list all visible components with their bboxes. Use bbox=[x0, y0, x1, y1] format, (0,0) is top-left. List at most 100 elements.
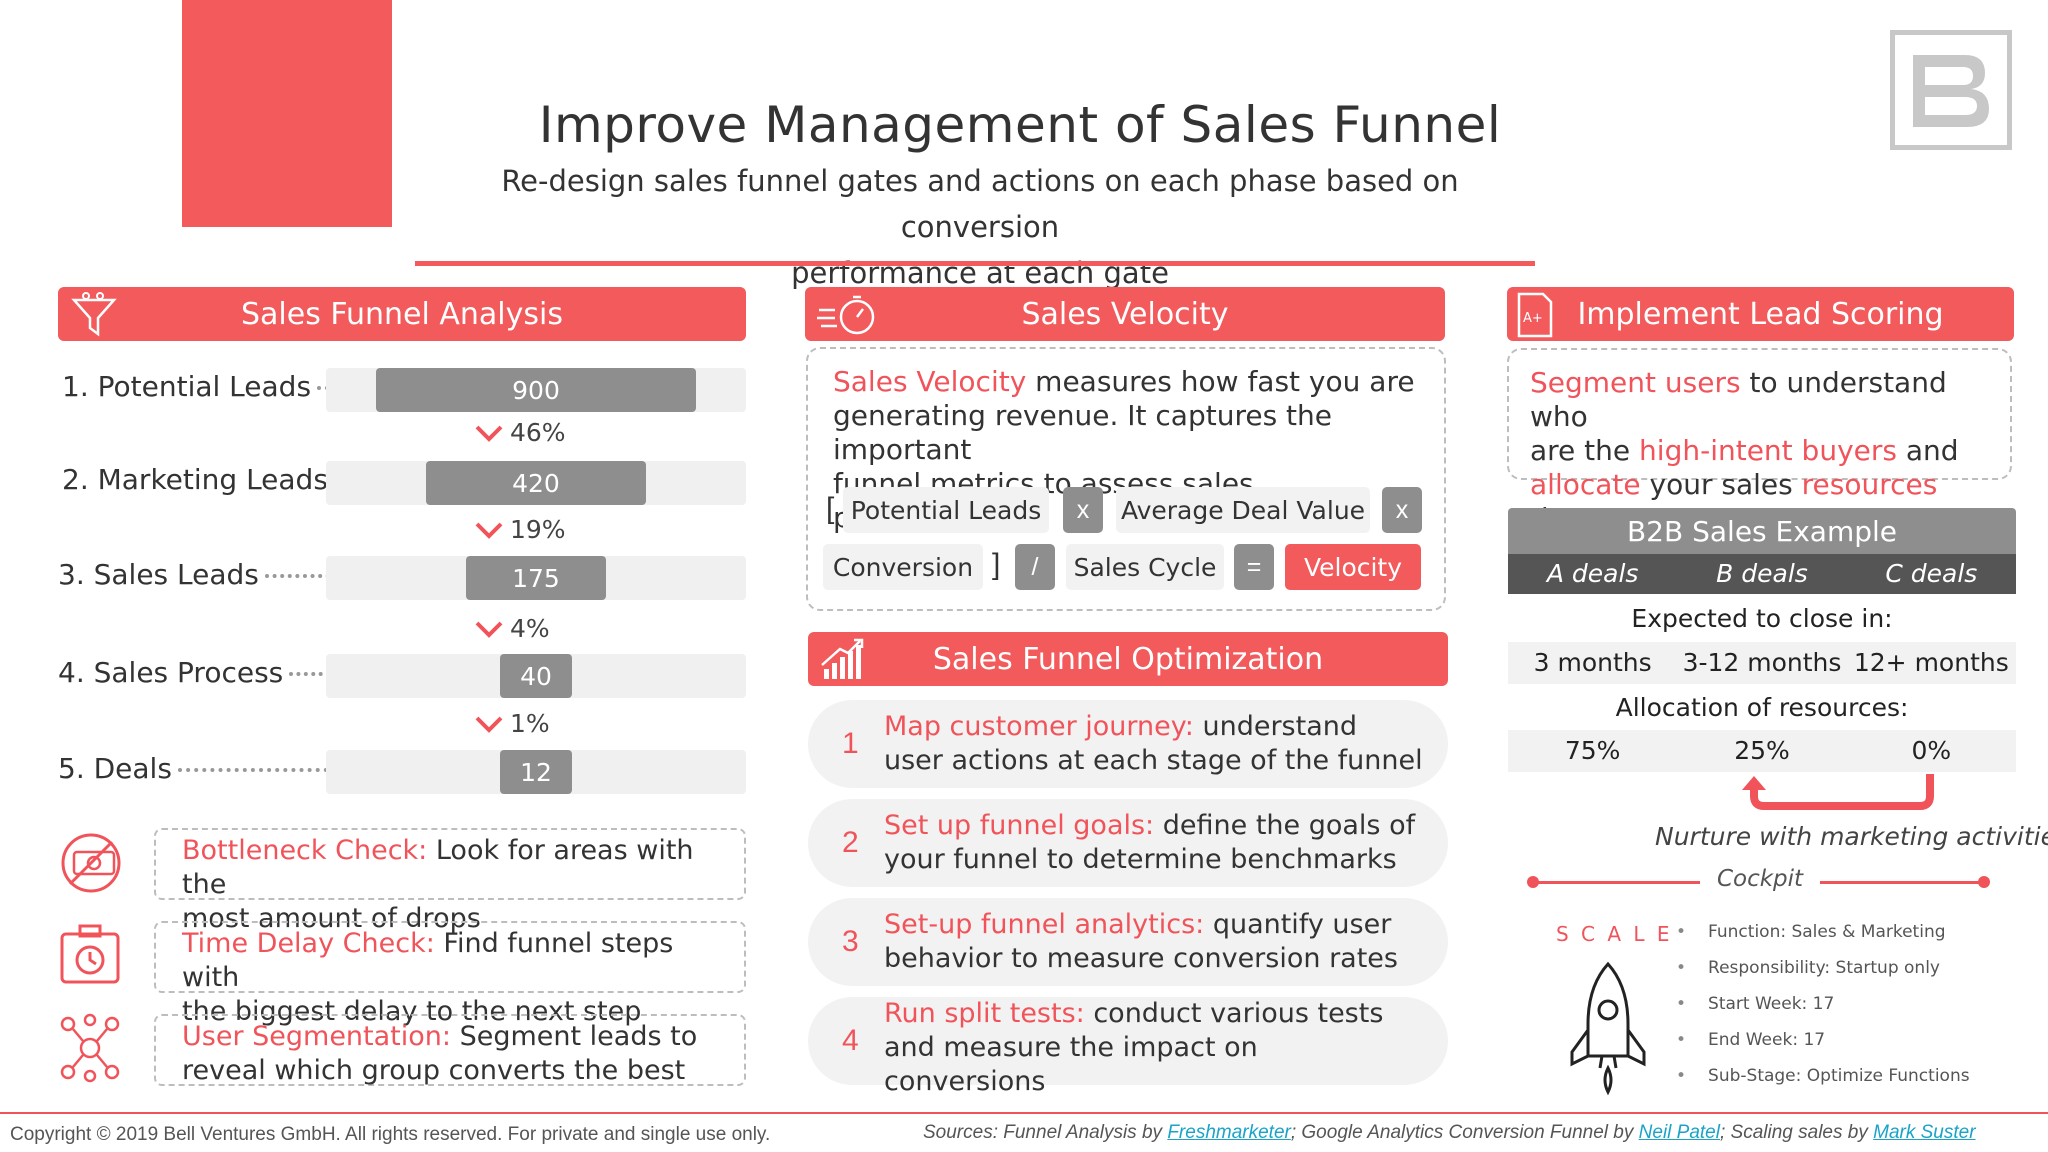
scoring-header: A+ Implement Lead Scoring bbox=[1507, 287, 2014, 341]
deal-class-b: B deals bbox=[1716, 559, 1808, 588]
cockpit-dot-left bbox=[1527, 876, 1539, 888]
nurture-arrow-icon bbox=[1740, 772, 1940, 821]
optimization-item-number: 1 bbox=[842, 727, 859, 760]
scale-bullet: • Start Week: 17 bbox=[1676, 994, 1835, 1014]
velocity-header-label: Sales Velocity bbox=[1021, 296, 1229, 332]
formula-sales-cycle: Sales Cycle bbox=[1066, 544, 1224, 590]
funnel-stage-label: 5. Deals bbox=[58, 752, 328, 785]
growth-chart-icon bbox=[821, 638, 864, 679]
formula-equals: = bbox=[1234, 544, 1274, 590]
nurture-note: Nurture with marketing activities bbox=[1655, 822, 2048, 851]
alloc-b: 25% bbox=[1734, 736, 1790, 765]
chevron-down-icon bbox=[475, 621, 503, 638]
optimization-header-label: Sales Funnel Optimization bbox=[932, 641, 1324, 677]
scoring-box bbox=[1507, 348, 2012, 480]
funnel-stage-label: 4. Sales Process bbox=[58, 656, 346, 689]
funnel-icon bbox=[71, 292, 117, 337]
time-delay-check: Time Delay Check: Find funnel steps with… bbox=[154, 921, 746, 1027]
scale-label: S C A L E bbox=[1556, 922, 1673, 946]
footer-divider bbox=[0, 1112, 2048, 1114]
optimization-item-text: Set-up funnel analytics: quantify user be… bbox=[884, 909, 1398, 974]
scale-bullet: • Function: Sales & Marketing bbox=[1676, 922, 1946, 942]
optimization-item: 3 Set-up funnel analytics: quantify user b… bbox=[808, 898, 1448, 986]
link-mark-suster[interactable]: Mark Suster bbox=[1873, 1122, 1976, 1143]
funnel-conversion-rate: 1% bbox=[474, 709, 550, 738]
allocation-label: Allocation of resources: bbox=[1615, 693, 1909, 722]
funnel-stage-bar: 900 bbox=[376, 368, 696, 412]
formula-conversion: Conversion bbox=[823, 544, 983, 590]
user-segmentation-icon bbox=[56, 1012, 124, 1089]
optimization-item-number: 3 bbox=[842, 925, 859, 958]
optimization-item-number: 2 bbox=[842, 826, 859, 859]
optimization-item-number: 4 bbox=[842, 1024, 859, 1057]
formula-average-deal-value: Average Deal Value bbox=[1116, 487, 1370, 533]
corner-red-block bbox=[182, 0, 392, 227]
alloc-a: 75% bbox=[1564, 736, 1621, 765]
optimization-item: 1 Map customer journey: understand user ac… bbox=[808, 700, 1448, 788]
funnel-stage-track: 40 bbox=[326, 654, 746, 698]
page-subtitle: Re-design sales funnel gates and actions… bbox=[501, 164, 1459, 290]
funnel-stage-label: 1. Potential Leads bbox=[62, 370, 346, 403]
scale-bullet: • Responsibility: Startup only bbox=[1676, 958, 1940, 978]
cockpit-dot-right bbox=[1978, 876, 1990, 888]
formula-multiply-2: x bbox=[1382, 487, 1422, 533]
close-b: 3-12 months bbox=[1682, 648, 1842, 677]
allocation-row: 75% 25% 0% bbox=[1508, 730, 2016, 772]
close-row: 3 months 3-12 months 12+ months bbox=[1508, 642, 2016, 684]
close-a: 3 months bbox=[1533, 648, 1652, 677]
grade-document-icon: A+ bbox=[1517, 292, 1553, 338]
close-label: Expected to close in: bbox=[1631, 604, 1893, 633]
scoring-description: Segment users to understand who are the … bbox=[1530, 366, 1959, 535]
alloc-c: 0% bbox=[1911, 736, 1952, 765]
logo-b-icon bbox=[1913, 55, 1989, 127]
formula-multiply-1: x bbox=[1063, 487, 1103, 533]
formula-potential-leads: Potential Leads bbox=[843, 487, 1049, 533]
funnel-stage-track: 900 bbox=[326, 368, 746, 412]
footer-sources: Sources: Funnel Analysis by Freshmarkete… bbox=[923, 1122, 1976, 1143]
cockpit-label: Cockpit bbox=[1716, 866, 1804, 892]
funnel-conversion-rate: 4% bbox=[474, 614, 550, 643]
chevron-down-icon bbox=[475, 425, 503, 442]
svg-text:A+: A+ bbox=[1523, 311, 1543, 326]
scale-bullet: • Sub-Stage: Optimize Functions bbox=[1676, 1066, 1970, 1086]
b2b-example-header: B2B Sales Example bbox=[1508, 508, 2016, 554]
funnel-stage-bar: 420 bbox=[426, 461, 646, 505]
funnel-stage-label: 3. Sales Leads bbox=[58, 558, 345, 591]
chevron-down-icon bbox=[475, 522, 503, 539]
funnel-stage-bar: 40 bbox=[500, 654, 572, 698]
velocity-box bbox=[806, 347, 1446, 611]
formula-open-bracket: [ bbox=[826, 492, 835, 525]
formula-divide: / bbox=[1015, 544, 1055, 590]
optimization-item: 4 Run split tests: conduct various tests a… bbox=[808, 997, 1448, 1097]
footer-copyright: Copyright © 2019 Bell Ventures GmbH. All… bbox=[10, 1124, 771, 1145]
user-segmentation-check: User Segmentation: Segment leads to reve… bbox=[154, 1014, 746, 1086]
funnel-stage-track: 12 bbox=[326, 750, 746, 794]
bottleneck-icon bbox=[58, 832, 128, 899]
rocket-icon bbox=[1566, 960, 1650, 1101]
page-title: Improve Management of Sales Funnel bbox=[538, 96, 1502, 154]
funnel-stage-bar: 175 bbox=[466, 556, 606, 600]
optimization-item-text: Set up funnel goals: define the goals of… bbox=[884, 810, 1416, 875]
scoring-header-label: Implement Lead Scoring bbox=[1577, 296, 1944, 332]
time-delay-icon bbox=[58, 922, 122, 991]
funnel-conversion-rate: 46% bbox=[474, 418, 566, 447]
deal-class-a: A deals bbox=[1546, 559, 1639, 588]
funnel-stage-track: 175 bbox=[326, 556, 746, 600]
funnel-conversion-rate: 19% bbox=[474, 515, 566, 544]
cockpit-line-right bbox=[1820, 881, 1985, 884]
formula-velocity-result: Velocity bbox=[1285, 544, 1421, 590]
bottleneck-check: Bottleneck Check: Look for areas with th… bbox=[154, 828, 746, 934]
deal-class-c: C deals bbox=[1885, 559, 1978, 588]
stopwatch-icon bbox=[817, 295, 875, 335]
velocity-header: Sales Velocity bbox=[805, 287, 1445, 341]
scale-bullet: • End Week: 17 bbox=[1676, 1030, 1826, 1050]
optimization-header: Sales Funnel Optimization bbox=[808, 632, 1448, 686]
funnel-stage-track: 420 bbox=[326, 461, 746, 505]
formula-close-bracket: ] bbox=[992, 548, 1001, 581]
link-freshmarketer[interactable]: Freshmarketer bbox=[1167, 1122, 1291, 1143]
chevron-down-icon bbox=[475, 716, 503, 733]
close-c: 12+ months bbox=[1853, 648, 2009, 677]
cockpit-line-left bbox=[1532, 881, 1700, 884]
link-neil-patel[interactable]: Neil Patel bbox=[1638, 1122, 1720, 1143]
optimization-item: 2 Set up funnel goals: define the goals o… bbox=[808, 799, 1448, 887]
